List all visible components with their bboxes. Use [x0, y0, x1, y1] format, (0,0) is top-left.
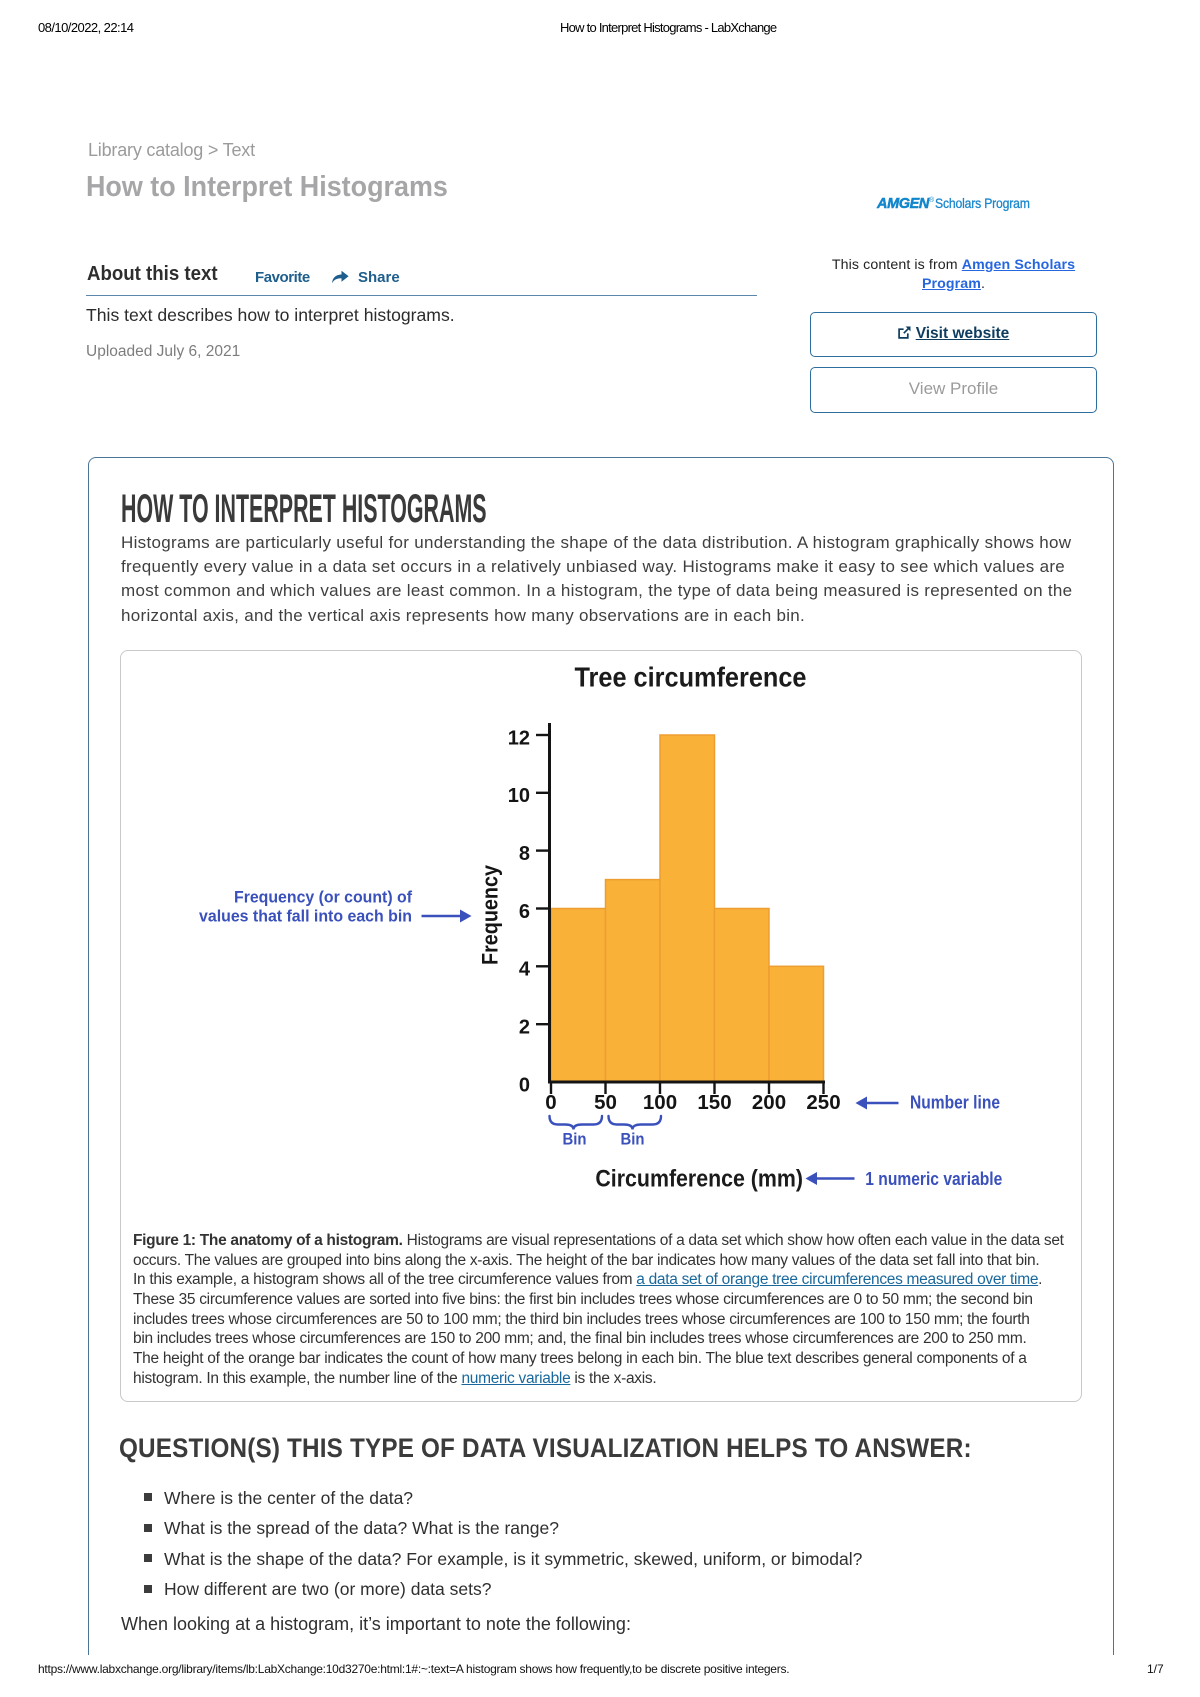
- svg-text:Tree circumference: Tree circumference: [575, 661, 807, 692]
- svg-text:8: 8: [519, 843, 530, 865]
- svg-text:values that fall into each bin: values that fall into each bin: [199, 907, 412, 926]
- svg-text:100: 100: [643, 1091, 677, 1114]
- svg-text:10: 10: [508, 785, 530, 807]
- svg-text:150: 150: [697, 1091, 731, 1114]
- svg-text:1 numeric variable: 1 numeric variable: [865, 1169, 1002, 1189]
- svg-text:Bin: Bin: [621, 1130, 645, 1148]
- svg-text:50: 50: [594, 1091, 617, 1114]
- svg-text:Frequency: Frequency: [478, 864, 503, 965]
- svg-text:Number line: Number line: [910, 1093, 1000, 1113]
- svg-text:Circumference (mm): Circumference (mm): [595, 1166, 803, 1192]
- svg-text:6: 6: [519, 901, 530, 923]
- svg-text:2: 2: [519, 1017, 530, 1039]
- svg-text:Frequency (or count) of: Frequency (or count) of: [234, 888, 412, 907]
- svg-text:0: 0: [519, 1074, 530, 1096]
- svg-text:4: 4: [519, 959, 531, 981]
- svg-text:250: 250: [806, 1091, 840, 1114]
- svg-text:Bin: Bin: [563, 1130, 587, 1148]
- svg-text:12: 12: [508, 727, 530, 749]
- svg-text:0: 0: [545, 1091, 556, 1114]
- svg-text:200: 200: [752, 1091, 786, 1114]
